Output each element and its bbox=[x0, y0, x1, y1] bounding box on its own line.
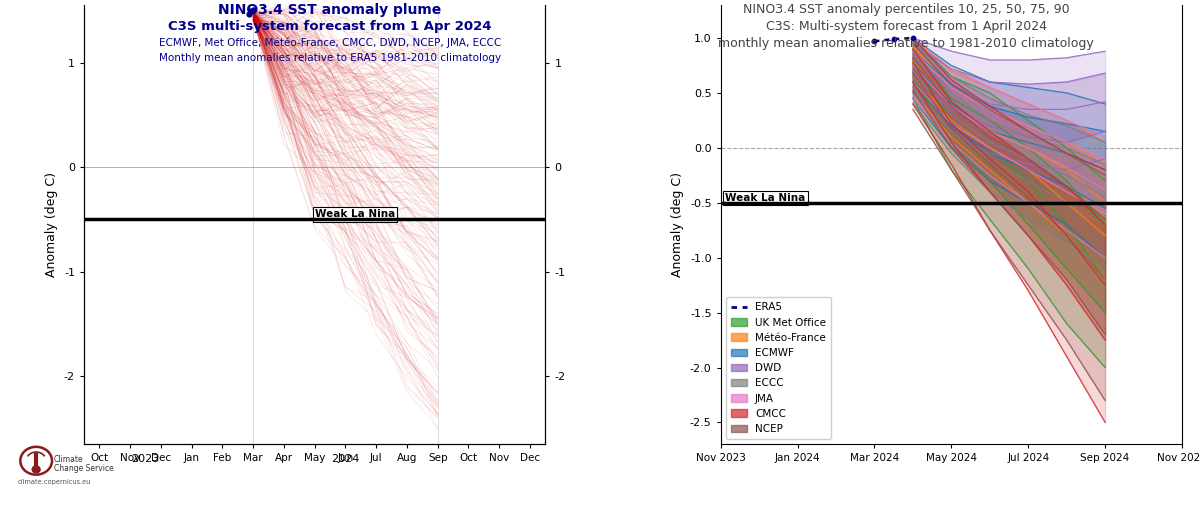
Point bbox=[865, 37, 884, 45]
Legend: ERA5, UK Met Office, Météo-France, ECMWF, DWD, ECCC, JMA, CMCC, NCEP: ERA5, UK Met Office, Météo-France, ECMWF… bbox=[726, 297, 832, 439]
Point bbox=[244, 6, 263, 14]
Y-axis label: Anomaly (deg C): Anomaly (deg C) bbox=[46, 172, 59, 277]
Text: Weak La Nina: Weak La Nina bbox=[314, 210, 395, 220]
Text: climate.copernicus.eu: climate.copernicus.eu bbox=[18, 479, 91, 485]
Text: 2024: 2024 bbox=[331, 454, 360, 464]
Text: Climate: Climate bbox=[54, 455, 83, 464]
Text: monthly mean anomalies relative to 1981-2010 climatology: monthly mean anomalies relative to 1981-… bbox=[718, 37, 1094, 50]
Text: C3S: Multi-system forecast from 1 April 2024: C3S: Multi-system forecast from 1 April … bbox=[766, 20, 1046, 33]
Text: NINO3.4 SST anomaly percentiles 10, 25, 50, 75, 90: NINO3.4 SST anomaly percentiles 10, 25, … bbox=[743, 3, 1069, 16]
Point bbox=[884, 35, 904, 43]
Text: Change Service: Change Service bbox=[54, 464, 113, 473]
Text: 2023: 2023 bbox=[131, 454, 160, 464]
Text: Monthly mean anomalies relative to ERA5 1981-2010 climatology: Monthly mean anomalies relative to ERA5 … bbox=[158, 53, 502, 63]
Circle shape bbox=[32, 466, 40, 473]
Text: C3S multi-system forecast from 1 Apr 2024: C3S multi-system forecast from 1 Apr 202… bbox=[168, 20, 492, 33]
Text: ECMWF, Met Office, Météo-France, CMCC, DWD, NCEP, JMA, ECCC: ECMWF, Met Office, Météo-France, CMCC, D… bbox=[158, 38, 502, 48]
Text: Weak La Nina: Weak La Nina bbox=[725, 193, 805, 203]
Text: NINO3.4 SST anomaly plume: NINO3.4 SST anomaly plume bbox=[218, 3, 442, 17]
Y-axis label: Anomaly (deg C): Anomaly (deg C) bbox=[671, 172, 684, 277]
Point bbox=[904, 34, 923, 42]
Point bbox=[239, 11, 258, 19]
Point bbox=[241, 7, 260, 15]
